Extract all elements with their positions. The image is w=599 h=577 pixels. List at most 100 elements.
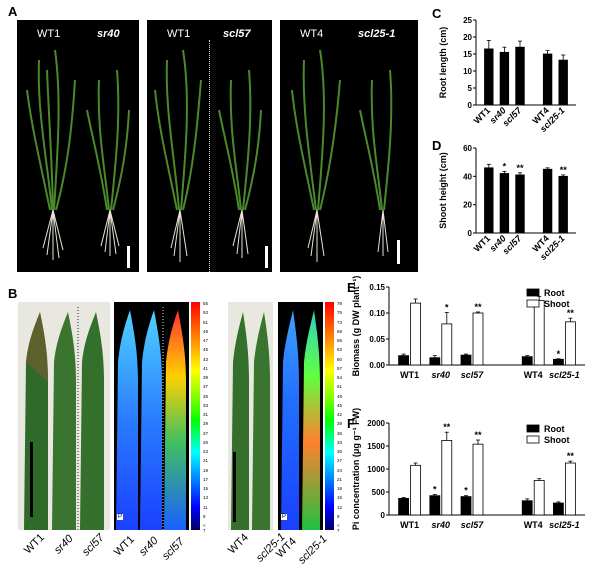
plant-drawing-2 <box>154 49 262 262</box>
bar <box>542 168 553 234</box>
y-tick-label: 20 <box>463 33 472 42</box>
colorbar-tick-label: 11 <box>203 504 208 510</box>
colorbar-tick-label: 57 <box>337 365 343 371</box>
bar <box>429 495 441 516</box>
y-tick-label: 25 <box>463 16 472 25</box>
colorbar-tick-label: 48 <box>337 393 343 399</box>
x-tick-label: WT1 <box>400 520 419 530</box>
colorbar-tick-label: 33 <box>203 402 209 408</box>
colorbar-tick-label: 30 <box>337 449 343 454</box>
x-tick-label: WT1 <box>472 233 493 254</box>
leaf-drawing-1 <box>24 307 104 530</box>
y-tick-label: 0 <box>381 511 386 520</box>
y-axis-label: Root length (cm) <box>438 27 448 99</box>
panel-d-letter: D <box>432 138 441 153</box>
x-tick-label: sr40 <box>488 105 508 125</box>
x-tick-label: sr40 <box>488 233 508 253</box>
leaf-photo-2 <box>228 302 273 530</box>
y-tick-label: 1000 <box>367 465 385 474</box>
x-tick-label: scl57 <box>461 520 485 530</box>
b-label-wt4-a: WT4 <box>226 531 251 557</box>
bar <box>515 174 525 234</box>
b-label-sr40-a: sr40 <box>52 532 76 557</box>
x-tick-label: scl57 <box>500 105 524 129</box>
bar <box>533 480 545 516</box>
plant-drawing-1 <box>26 49 130 260</box>
bar <box>410 302 421 366</box>
colorbar-tick-label: 45 <box>337 402 343 408</box>
y-tick-label: 0.10 <box>369 309 385 318</box>
colorbar-tick-label: 33 <box>337 439 343 445</box>
colorbar-tick-label: 73 <box>337 319 343 325</box>
leaf-drawing-2 <box>231 312 270 530</box>
colorbar-tick-label: 69 <box>337 328 343 334</box>
bar <box>558 175 568 234</box>
bar <box>429 357 441 366</box>
photo-2-right-label: scl57 <box>223 28 251 40</box>
bar <box>460 354 472 366</box>
x-tick-label: WT4 <box>524 370 543 380</box>
colorbar-tick-label: 24 <box>337 467 343 473</box>
bar <box>565 462 576 516</box>
bar <box>558 59 568 106</box>
bar <box>398 498 409 516</box>
colorbar-tick-label: 43 <box>203 356 209 362</box>
y-tick-label: 0.05 <box>369 335 385 344</box>
y-tick-label: 20 <box>463 201 472 210</box>
x-tick-label: WT4 <box>531 233 552 254</box>
colorbar-tick-label: 13 <box>203 495 209 501</box>
bar <box>484 167 494 234</box>
significance-mark: * <box>503 161 507 171</box>
colorbar-tick-label: 15 <box>337 495 343 501</box>
y-tick-label: 5 <box>468 84 473 93</box>
legend-label: Root <box>544 424 565 434</box>
y-tick-label: 15 <box>463 50 472 59</box>
plant-drawing-3 <box>291 49 393 262</box>
bar <box>472 443 484 516</box>
heatmap-drawing-1 <box>116 307 186 530</box>
scale-bar-1 <box>127 246 130 268</box>
y-tick-label: 500 <box>372 488 386 497</box>
photo-2-left-label: WT1 <box>167 28 191 40</box>
significance-mark: ** <box>516 163 524 173</box>
b-label-sr40-b: sr40 <box>137 534 161 559</box>
bar <box>472 312 484 366</box>
x-tick-label: sr40 <box>432 520 451 530</box>
colorbar-tick-label: 29 <box>203 421 209 427</box>
bar <box>460 496 472 516</box>
leaf-photo-1 <box>18 302 110 530</box>
b-label-scl25-b: scl25-1 <box>296 532 330 567</box>
colorbar-tick-label: 35 <box>203 393 209 399</box>
b-label-wt1-a: WT1 <box>22 531 47 557</box>
bar <box>398 355 409 366</box>
bar <box>499 173 510 234</box>
x-tick-label: scl25-1 <box>549 370 580 380</box>
y-tick-label: 2000 <box>367 419 385 428</box>
x-tick-label: scl25-1 <box>549 520 580 530</box>
legend-swatch <box>526 299 540 308</box>
significance-mark: ** <box>567 451 575 461</box>
y-tick-label: 0 <box>468 229 473 238</box>
scale-bar-3 <box>397 240 400 264</box>
y-tick-label: 0.15 <box>369 283 385 292</box>
legend-swatch <box>526 435 540 444</box>
colorbar-tick-label: 66 <box>337 338 343 343</box>
significance-mark: * <box>464 486 468 496</box>
panel-b-letter: B <box>8 286 18 301</box>
colorbar-tick-label: 41 <box>203 365 209 371</box>
b-label-wt1-b: WT1 <box>112 533 137 559</box>
bar <box>521 500 533 516</box>
colorbar-tick-label: 47 <box>203 338 209 343</box>
plant-photo-1: WT1 sr40 <box>17 20 139 272</box>
significance-mark: ** <box>474 430 482 440</box>
photo-3-left-label: WT4 <box>300 28 324 40</box>
y-tick-label: 10 <box>463 67 472 76</box>
bar <box>484 48 494 106</box>
scale-bar-2 <box>265 246 268 268</box>
colorbar-tick-label: 42 <box>337 412 343 417</box>
plant-photo-2: WT1 scl57 <box>147 20 272 272</box>
colorbar-tick-label: 21 <box>337 476 343 482</box>
colorbar-tick-label: 51 <box>337 384 343 390</box>
significance-mark: ** <box>560 165 568 175</box>
b-label-scl57-a: scl57 <box>80 531 107 559</box>
